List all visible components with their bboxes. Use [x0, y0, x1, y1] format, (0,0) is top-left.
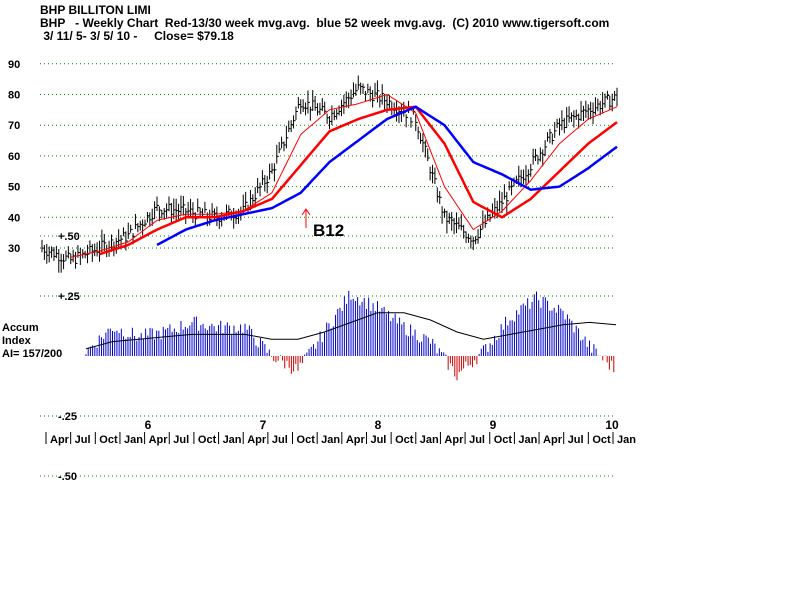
accum-ma-line — [85, 312, 617, 350]
month-label: Oct — [198, 434, 217, 446]
month-label: Apr — [346, 434, 366, 446]
year-label: 9 — [490, 418, 497, 432]
y-tick-label: 70 — [8, 120, 20, 132]
month-label: Jul — [568, 434, 584, 446]
ai-readout: AI= 157/200 — [2, 348, 63, 360]
accum-index-panel — [85, 290, 617, 381]
b12-arrow-head — [301, 208, 311, 216]
ma30-line — [99, 105, 618, 256]
month-label: Jul — [173, 434, 189, 446]
y-tick-label: 40 — [8, 212, 20, 224]
month-label: Oct — [297, 434, 316, 446]
y-tick-label: 30 — [8, 243, 20, 255]
month-label: Jul — [469, 434, 485, 446]
year-label: 10 — [605, 418, 619, 432]
month-label: Apr — [50, 434, 70, 446]
month-label: Apr — [149, 434, 169, 446]
y-tick-label: 80 — [8, 90, 20, 102]
month-label: Jan — [321, 434, 340, 446]
x-axis: Apr Jul Oct Jan Apr Jul Oct Jan Apr Jul Oct Jan Apr J… — [45, 418, 636, 446]
accum-label: Accum — [2, 322, 39, 334]
month-label: Jan — [518, 434, 537, 446]
ma52-line — [156, 105, 618, 247]
month-label: Jan — [124, 434, 143, 446]
year-label: 8 — [375, 418, 382, 432]
b12-annotation: B12 — [301, 208, 344, 240]
ma13-line — [70, 93, 618, 258]
price-panel — [41, 75, 618, 273]
month-label: Jan — [617, 434, 636, 446]
accum-tick-label: -.25 — [58, 411, 77, 423]
month-label: Apr — [247, 434, 267, 446]
month-label: Jul — [272, 434, 288, 446]
year-label: 7 — [260, 418, 267, 432]
chart-date-range: 3/ 11/ 5- 3/ 5/ 10 - Close= $79.18 — [40, 29, 234, 43]
b12-label: B12 — [313, 221, 344, 240]
month-label: Jul — [370, 434, 386, 446]
month-label: Oct — [395, 434, 414, 446]
month-label: Jul — [75, 434, 91, 446]
chart-subtitle: BHP - Weekly Chart Red-13/30 week mvg.av… — [40, 16, 610, 30]
month-label: Apr — [444, 434, 464, 446]
y-tick-label: 50 — [8, 182, 20, 194]
month-label: Jan — [223, 434, 242, 446]
year-label: 6 — [145, 418, 152, 432]
accum-tick-label: +.25 — [58, 291, 80, 303]
month-label: Oct — [494, 434, 513, 446]
index-label: Index — [2, 335, 31, 347]
accum-tick-label: -.50 — [58, 471, 77, 483]
y-tick-label: 60 — [8, 151, 20, 163]
month-label: Oct — [592, 434, 611, 446]
month-label: Jan — [420, 434, 439, 446]
month-label: Apr — [543, 434, 563, 446]
grid: 30 40 50 60 70 80 90 +.50 +.25 -.25 -.50 — [8, 59, 616, 483]
chart-title: BHP BILLITON LIMI — [40, 3, 151, 17]
y-tick-label: 90 — [8, 59, 20, 71]
month-label: Oct — [99, 434, 118, 446]
accum-tick-label: +.50 — [58, 231, 80, 243]
